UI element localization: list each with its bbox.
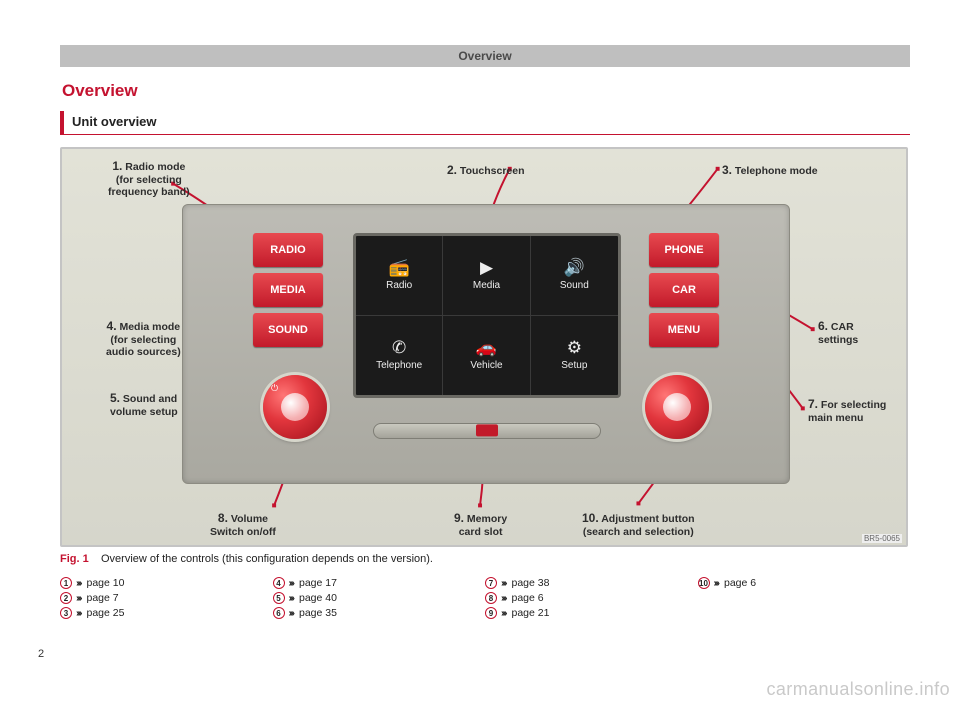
ref-column: 10›››page 6 (698, 577, 911, 619)
header-bar: Overview (60, 45, 910, 67)
callout-c1: 1. Radio mode(for selectingfrequency ban… (108, 159, 190, 199)
page-ref: 2›››page 7 (60, 592, 273, 604)
screen-item-label: Setup (561, 360, 587, 371)
figure-number: Fig. 1 (60, 553, 89, 565)
screen-item-sound[interactable]: 🔊 Sound (531, 236, 618, 316)
callout-c4: 4. Media mode(for selectingaudio sources… (106, 319, 181, 359)
page-ref: 1›››page 10 (60, 577, 273, 589)
page-references: 1›››page 102›››page 73›››page 254›››page… (60, 577, 910, 619)
screen-item-label: Radio (386, 280, 412, 291)
callout-c10: 10. Adjustment button(search and selecti… (582, 511, 695, 538)
sound-icon: 🔊 (564, 259, 585, 276)
screen-item-setup[interactable]: ⚙ Setup (531, 316, 618, 396)
radio-button[interactable]: RADIO (253, 233, 323, 267)
page-ref: 4›››page 17 (273, 577, 486, 589)
phone-button[interactable]: PHONE (649, 233, 719, 267)
setup-icon: ⚙ (567, 339, 582, 356)
left-button-column: RADIO MEDIA SOUND (253, 233, 323, 347)
watermark: carmanualsonline.info (766, 679, 950, 700)
callout-c6: 6. CARsettings (818, 319, 858, 346)
sd-icon (476, 424, 498, 436)
page-ref: 5›››page 40 (273, 592, 486, 604)
page-title: Overview (62, 81, 910, 101)
screen-item-vehicle[interactable]: 🚗 Vehicle (443, 316, 530, 396)
callout-c5: 5. Sound andvolume setup (110, 391, 178, 418)
callout-c2: 2. Touchscreen (447, 163, 525, 178)
ref-column: 1›››page 10 2›››page 7 3›››page 25 (60, 577, 273, 619)
power-icon: ⏻ (271, 383, 278, 394)
vehicle-icon: 🚗 (476, 339, 497, 356)
callout-c7: 7. For selectingmain menu (808, 397, 886, 424)
screen-item-telephone[interactable]: ✆ Telephone (356, 316, 443, 396)
page-ref: 10›››page 6 (698, 577, 911, 589)
car-button[interactable]: CAR (649, 273, 719, 307)
menu-button[interactable]: MENU (649, 313, 719, 347)
screen-item-radio[interactable]: 📻 Radio (356, 236, 443, 316)
page-ref: 9›››page 21 (485, 607, 698, 619)
section-accent-bar (60, 111, 64, 134)
screen-item-label: Media (473, 280, 500, 291)
sound-button[interactable]: SOUND (253, 313, 323, 347)
touchscreen[interactable]: 📻 Radio ▶ Media 🔊 Sound ✆ Telephone 🚗 Vehicle ⚙ Set… (353, 233, 621, 398)
page-number: 2 (38, 648, 44, 660)
media-button[interactable]: MEDIA (253, 273, 323, 307)
ref-column: 4›››page 17 5›››page 40 6›››page 35 (273, 577, 486, 619)
callout-c3: 3. Telephone mode (722, 163, 818, 178)
section-title: Unit overview (72, 111, 157, 134)
head-unit: RADIO MEDIA SOUND PHONE CAR MENU 📻 Radio ▶… (182, 204, 790, 484)
adjustment-knob[interactable] (645, 375, 709, 439)
figure-caption-text: Overview of the controls (this configura… (101, 553, 433, 565)
screen-item-media[interactable]: ▶ Media (443, 236, 530, 316)
screen-item-label: Telephone (376, 360, 422, 371)
section-heading: Unit overview (60, 111, 910, 135)
telephone-icon: ✆ (392, 339, 406, 356)
callout-c9: 9. Memorycard slot (454, 511, 507, 538)
page-ref: 6›››page 35 (273, 607, 486, 619)
screen-item-label: Sound (560, 280, 589, 291)
screen-item-label: Vehicle (470, 360, 502, 371)
page-ref: 7›››page 38 (485, 577, 698, 589)
figure-code: BR5-0065 (862, 534, 902, 543)
page-ref: 8›››page 6 (485, 592, 698, 604)
figure-caption: Fig. 1 Overview of the controls (this co… (60, 553, 910, 565)
volume-power-knob[interactable]: ⏻ (263, 375, 327, 439)
sd-card-slot[interactable] (373, 423, 601, 439)
right-button-column: PHONE CAR MENU (649, 233, 719, 347)
page-root: Overview Overview Unit overview 1. Radio… (60, 45, 910, 619)
ref-column: 7›››page 38 8›››page 6 9›››page 21 (485, 577, 698, 619)
radio-icon: 📻 (389, 259, 410, 276)
media-icon: ▶ (480, 259, 493, 276)
callout-c8: 8. VolumeSwitch on/off (210, 511, 276, 538)
figure-frame: 1. Radio mode(for selectingfrequency ban… (60, 147, 908, 547)
page-ref: 3›››page 25 (60, 607, 273, 619)
